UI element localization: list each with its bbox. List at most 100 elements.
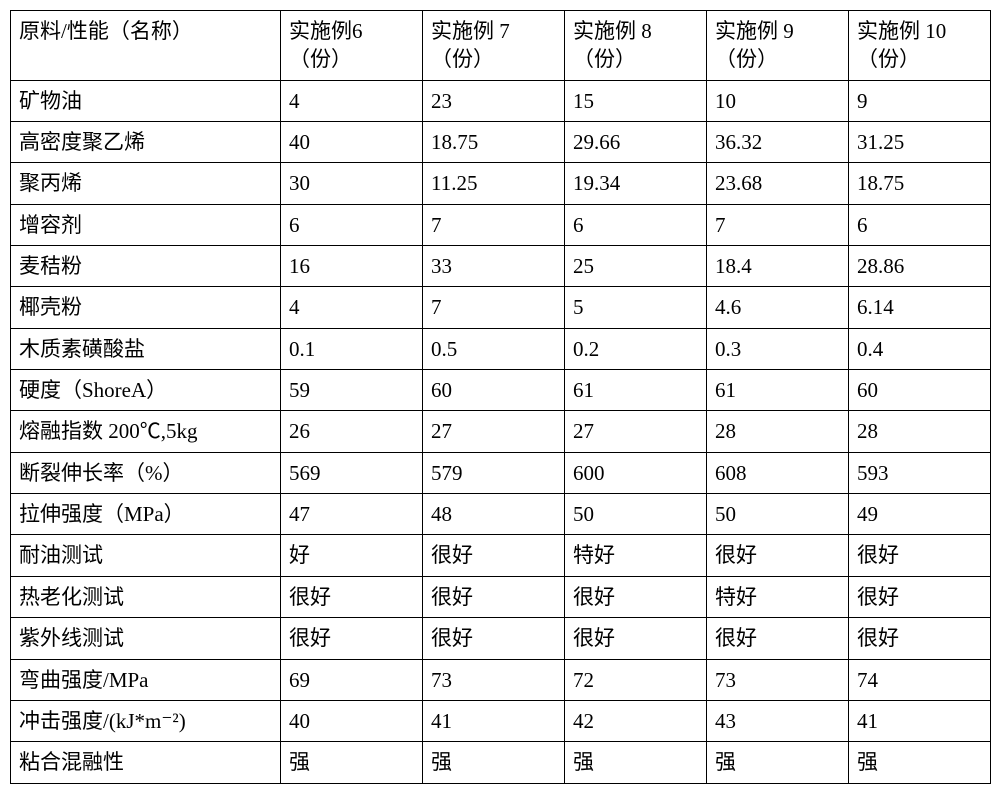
table-cell: 很好 bbox=[281, 576, 423, 617]
table-cell: 27 bbox=[565, 411, 707, 452]
table-cell: 579 bbox=[423, 452, 565, 493]
table-cell: 强 bbox=[707, 742, 849, 783]
table-cell: 增容剂 bbox=[11, 204, 281, 245]
table-row: 拉伸强度（MPa）4748505049 bbox=[11, 494, 991, 535]
table-cell: 18.75 bbox=[849, 163, 991, 204]
table-cell: 硬度（ShoreA） bbox=[11, 370, 281, 411]
table-cell: 很好 bbox=[281, 618, 423, 659]
table-cell: 31.25 bbox=[849, 122, 991, 163]
table-cell: 73 bbox=[423, 659, 565, 700]
table-cell: 593 bbox=[849, 452, 991, 493]
table-cell: 28.86 bbox=[849, 246, 991, 287]
table-cell: 28 bbox=[707, 411, 849, 452]
table-cell: 40 bbox=[281, 700, 423, 741]
table-row: 麦秸粉16332518.428.86 bbox=[11, 246, 991, 287]
table-cell: 0.2 bbox=[565, 328, 707, 369]
table-cell: 18.4 bbox=[707, 246, 849, 287]
table-cell: 断裂伸长率（%） bbox=[11, 452, 281, 493]
table-cell: 10 bbox=[707, 80, 849, 121]
table-row: 高密度聚乙烯4018.7529.6636.3231.25 bbox=[11, 122, 991, 163]
table-cell: 16 bbox=[281, 246, 423, 287]
table-head: 原料/性能（名称） 实施例6（份） 实施例 7（份） 实施例 8（份） 实施例 … bbox=[11, 11, 991, 81]
table-cell: 59 bbox=[281, 370, 423, 411]
table-cell: 25 bbox=[565, 246, 707, 287]
table-cell: 41 bbox=[849, 700, 991, 741]
table-row: 热老化测试很好很好很好特好很好 bbox=[11, 576, 991, 617]
table-cell: 74 bbox=[849, 659, 991, 700]
table-cell: 608 bbox=[707, 452, 849, 493]
table-header-row: 原料/性能（名称） 实施例6（份） 实施例 7（份） 实施例 8（份） 实施例 … bbox=[11, 11, 991, 81]
table-cell: 好 bbox=[281, 535, 423, 576]
table-cell: 72 bbox=[565, 659, 707, 700]
table-cell: 拉伸强度（MPa） bbox=[11, 494, 281, 535]
table-cell: 很好 bbox=[707, 618, 849, 659]
table-cell: 43 bbox=[707, 700, 849, 741]
table-cell: 23 bbox=[423, 80, 565, 121]
table-cell: 23.68 bbox=[707, 163, 849, 204]
table-row: 矿物油42315109 bbox=[11, 80, 991, 121]
table-row: 木质素磺酸盐0.10.50.20.30.4 bbox=[11, 328, 991, 369]
table-cell: 42 bbox=[565, 700, 707, 741]
table-cell: 600 bbox=[565, 452, 707, 493]
table-cell: 麦秸粉 bbox=[11, 246, 281, 287]
table-cell: 很好 bbox=[565, 576, 707, 617]
table-cell: 很好 bbox=[423, 535, 565, 576]
table-cell: 0.1 bbox=[281, 328, 423, 369]
table-cell: 5 bbox=[565, 287, 707, 328]
table-row: 断裂伸长率（%）569579600608593 bbox=[11, 452, 991, 493]
table-cell: 特好 bbox=[707, 576, 849, 617]
table-row: 聚丙烯3011.2519.3423.6818.75 bbox=[11, 163, 991, 204]
table-cell: 48 bbox=[423, 494, 565, 535]
table-cell: 紫外线测试 bbox=[11, 618, 281, 659]
table-cell: 0.3 bbox=[707, 328, 849, 369]
table-cell: 很好 bbox=[849, 535, 991, 576]
table-cell: 69 bbox=[281, 659, 423, 700]
table-cell: 很好 bbox=[707, 535, 849, 576]
table-cell: 27 bbox=[423, 411, 565, 452]
table-cell: 很好 bbox=[423, 618, 565, 659]
table-cell: 50 bbox=[565, 494, 707, 535]
table-cell: 6.14 bbox=[849, 287, 991, 328]
table-cell: 耐油测试 bbox=[11, 535, 281, 576]
table-cell: 6 bbox=[849, 204, 991, 245]
table-cell: 40 bbox=[281, 122, 423, 163]
table-cell: 7 bbox=[423, 204, 565, 245]
table-cell: 强 bbox=[423, 742, 565, 783]
table-cell: 强 bbox=[849, 742, 991, 783]
table-cell: 15 bbox=[565, 80, 707, 121]
table-cell: 61 bbox=[565, 370, 707, 411]
table-row: 紫外线测试很好很好很好很好很好 bbox=[11, 618, 991, 659]
table-cell: 18.75 bbox=[423, 122, 565, 163]
data-table: 原料/性能（名称） 实施例6（份） 实施例 7（份） 实施例 8（份） 实施例 … bbox=[10, 10, 991, 784]
table-row: 硬度（ShoreA）5960616160 bbox=[11, 370, 991, 411]
table-cell: 60 bbox=[849, 370, 991, 411]
table-row: 耐油测试好很好特好很好很好 bbox=[11, 535, 991, 576]
table-cell: 26 bbox=[281, 411, 423, 452]
table-cell: 4 bbox=[281, 287, 423, 328]
table-cell: 矿物油 bbox=[11, 80, 281, 121]
table-cell: 强 bbox=[281, 742, 423, 783]
table-cell: 0.5 bbox=[423, 328, 565, 369]
table-cell: 冲击强度/(kJ*m⁻²) bbox=[11, 700, 281, 741]
table-cell: 4 bbox=[281, 80, 423, 121]
table-cell: 6 bbox=[281, 204, 423, 245]
table-cell: 29.66 bbox=[565, 122, 707, 163]
col-header-4: 实施例 9（份） bbox=[707, 11, 849, 81]
table-cell: 弯曲强度/MPa bbox=[11, 659, 281, 700]
table-cell: 很好 bbox=[849, 576, 991, 617]
table-body: 矿物油42315109高密度聚乙烯4018.7529.6636.3231.25聚… bbox=[11, 80, 991, 783]
table-row: 冲击强度/(kJ*m⁻²)4041424341 bbox=[11, 700, 991, 741]
table-cell: 高密度聚乙烯 bbox=[11, 122, 281, 163]
table-row: 粘合混融性强强强强强 bbox=[11, 742, 991, 783]
table-cell: 61 bbox=[707, 370, 849, 411]
table-cell: 很好 bbox=[565, 618, 707, 659]
table-cell: 7 bbox=[707, 204, 849, 245]
table-cell: 19.34 bbox=[565, 163, 707, 204]
table-cell: 很好 bbox=[849, 618, 991, 659]
col-header-2: 实施例 7（份） bbox=[423, 11, 565, 81]
table-cell: 36.32 bbox=[707, 122, 849, 163]
table-cell: 73 bbox=[707, 659, 849, 700]
table-cell: 椰壳粉 bbox=[11, 287, 281, 328]
table-cell: 28 bbox=[849, 411, 991, 452]
table-cell: 熔融指数 200℃,5kg bbox=[11, 411, 281, 452]
